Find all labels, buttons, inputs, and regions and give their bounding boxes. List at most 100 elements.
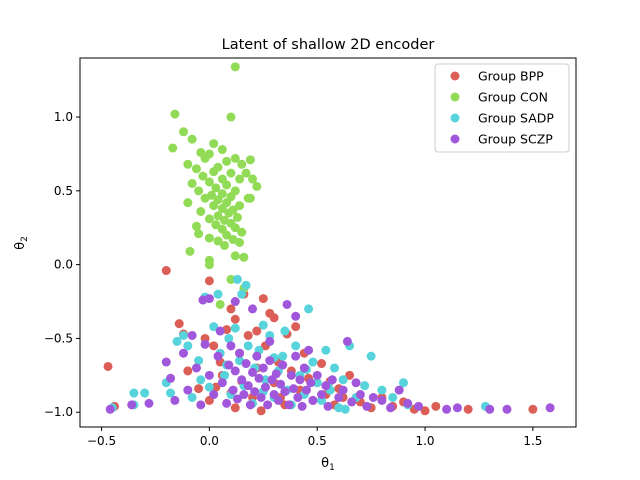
point-series-3-26 [239, 390, 249, 400]
point-series-1-44 [204, 214, 214, 224]
point-series-3-4 [166, 373, 176, 383]
point-series-1-1 [170, 109, 180, 119]
point-series-3-22 [230, 366, 240, 376]
point-series-1-69 [245, 193, 255, 203]
point-series-0-54 [528, 404, 538, 414]
point-series-3-19 [224, 360, 234, 370]
y-tick-label: −0.5 [44, 331, 73, 345]
point-series-1-51 [237, 227, 247, 237]
point-series-1-7 [217, 145, 227, 155]
point-series-3-29 [245, 400, 255, 410]
point-series-3-73 [386, 403, 396, 413]
chart-title: Latent of shallow 2D encoder [222, 37, 435, 53]
point-series-3-42 [273, 395, 283, 405]
point-series-3-77 [442, 404, 452, 414]
point-series-3-37 [263, 400, 273, 410]
point-series-2-25 [243, 341, 253, 351]
point-series-3-18 [222, 398, 232, 408]
legend-box [434, 63, 570, 153]
point-series-3-60 [317, 390, 327, 400]
point-series-3-59 [312, 370, 322, 380]
point-series-1-3 [179, 127, 189, 137]
point-series-3-58 [308, 395, 318, 405]
point-series-3-2 [144, 398, 154, 408]
point-series-0-20 [243, 330, 253, 340]
point-series-1-71 [252, 181, 262, 191]
point-series-3-75 [403, 398, 413, 408]
point-series-1-48 [191, 221, 201, 231]
point-series-3-35 [258, 363, 268, 373]
point-series-1-22 [204, 177, 214, 187]
point-series-3-24 [235, 348, 245, 358]
point-series-2-14 [209, 322, 219, 332]
point-series-3-61 [321, 381, 331, 391]
x-tick-label: 0.5 [308, 434, 327, 448]
point-series-3-41 [271, 369, 281, 379]
point-series-3-23 [232, 394, 242, 404]
point-series-3-80 [502, 404, 512, 414]
point-series-3-43 [276, 379, 286, 389]
point-series-1-18 [226, 168, 236, 178]
point-series-3-65 [338, 385, 348, 395]
point-series-2-5 [166, 388, 176, 398]
point-series-0-0 [103, 361, 113, 371]
x-tick-label: −0.5 [87, 434, 116, 448]
point-series-3-82 [248, 304, 258, 314]
point-series-3-69 [355, 390, 365, 400]
point-series-1-6 [168, 143, 178, 153]
x-tick-label: 1.5 [523, 434, 542, 448]
point-series-2-17 [219, 370, 229, 380]
point-series-2-2 [129, 388, 139, 398]
point-series-2-42 [312, 378, 322, 388]
point-series-0-5 [183, 366, 193, 376]
point-series-0-53 [463, 404, 473, 414]
point-series-0-16 [230, 314, 240, 324]
point-series-2-3 [140, 388, 150, 398]
legend-label-1: Group CON [478, 90, 548, 105]
point-series-2-55 [398, 378, 408, 388]
point-series-0-10 [209, 341, 219, 351]
point-series-3-72 [377, 395, 387, 405]
point-series-3-85 [265, 336, 275, 346]
legend-label-0: Group BPP [478, 69, 544, 84]
point-series-1-36 [235, 201, 245, 211]
legend-marker-2 [450, 113, 460, 123]
point-series-1-53 [222, 230, 232, 240]
y-axis-label-base: θ [13, 242, 28, 250]
x-axis: −0.5 0.0 0.5 1.0 1.5 [87, 427, 542, 448]
point-series-2-15 [213, 289, 223, 299]
point-series-3-66 [342, 336, 352, 346]
point-series-1-35 [183, 198, 193, 208]
point-series-3-67 [347, 397, 357, 407]
x-axis-label-base: θ [321, 456, 329, 471]
point-series-3-31 [250, 387, 260, 397]
point-series-2-52 [366, 351, 376, 361]
point-series-0-24 [258, 294, 268, 304]
point-series-2-40 [304, 304, 314, 314]
point-series-3-63 [327, 375, 337, 385]
point-series-1-13 [183, 159, 193, 169]
point-series-0-32 [291, 322, 301, 332]
point-series-2-46 [329, 363, 339, 373]
point-series-1-49 [230, 223, 240, 233]
point-series-3-79 [485, 404, 495, 414]
point-series-3-45 [280, 387, 290, 397]
point-series-3-17 [217, 378, 227, 388]
point-series-1-64 [226, 274, 236, 284]
point-series-0-14 [226, 304, 236, 314]
point-series-2-6 [172, 336, 182, 346]
point-series-1-19 [198, 171, 208, 181]
legend-label-3: Group SCZP [478, 132, 553, 147]
point-series-0-56 [252, 326, 262, 336]
point-series-0-51 [420, 406, 430, 416]
point-series-1-16 [191, 164, 201, 174]
y-axis-label: θ2 [13, 236, 30, 250]
point-series-3-52 [295, 375, 305, 385]
point-series-3-81 [545, 403, 555, 413]
point-series-2-48 [338, 375, 348, 385]
point-series-3-15 [213, 351, 223, 361]
point-series-1-14 [237, 159, 247, 169]
legend-label-2: Group SADP [478, 111, 554, 126]
point-series-2-20 [230, 323, 240, 333]
point-series-3-86 [291, 311, 301, 321]
